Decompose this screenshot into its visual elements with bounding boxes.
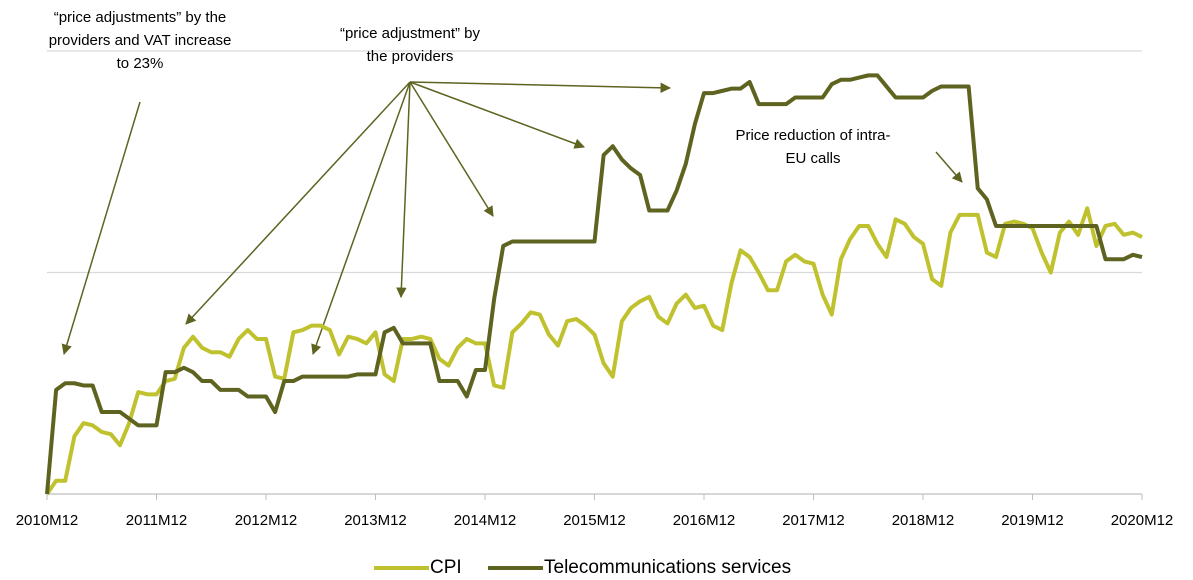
annotation: providers and VAT increase bbox=[49, 32, 232, 49]
x-tick-label: 2016M12 bbox=[673, 512, 736, 529]
annotation: to 23% bbox=[117, 55, 164, 72]
arrows bbox=[61, 81, 963, 356]
x-tick-label: 2018M12 bbox=[892, 512, 955, 529]
x-tick-label: 2017M12 bbox=[782, 512, 845, 529]
x-tick-label: 2012M12 bbox=[235, 512, 298, 529]
x-tick-label: 2010M12 bbox=[16, 512, 79, 529]
x-tick-label: 2011M12 bbox=[126, 512, 187, 529]
x-tick-label: 2019M12 bbox=[1001, 512, 1064, 529]
series-line bbox=[45, 73, 1143, 495]
annotation: the providers bbox=[367, 48, 454, 65]
legend-label: CPI bbox=[430, 557, 462, 578]
annotation: Price reduction of intra- bbox=[735, 127, 890, 144]
annotation: “price adjustment” by bbox=[340, 25, 481, 42]
x-tick-label: 2014M12 bbox=[454, 512, 517, 529]
arrow bbox=[935, 151, 963, 183]
legend-label: Telecommunications services bbox=[544, 557, 791, 578]
arrow bbox=[396, 81, 411, 299]
arrow bbox=[311, 81, 411, 355]
arrow bbox=[409, 81, 585, 149]
annotation: EU calls bbox=[785, 150, 840, 167]
x-tick-label: 2013M12 bbox=[344, 512, 407, 529]
x-tick-label: 2015M12 bbox=[563, 512, 626, 529]
annotation: “price adjustments” by the bbox=[54, 9, 227, 26]
arrow bbox=[185, 81, 411, 325]
x-tick-label: 2020M12 bbox=[1111, 512, 1174, 529]
series-line bbox=[45, 206, 1143, 496]
arrow bbox=[409, 81, 672, 94]
arrow bbox=[61, 101, 141, 356]
arrow bbox=[409, 81, 494, 217]
